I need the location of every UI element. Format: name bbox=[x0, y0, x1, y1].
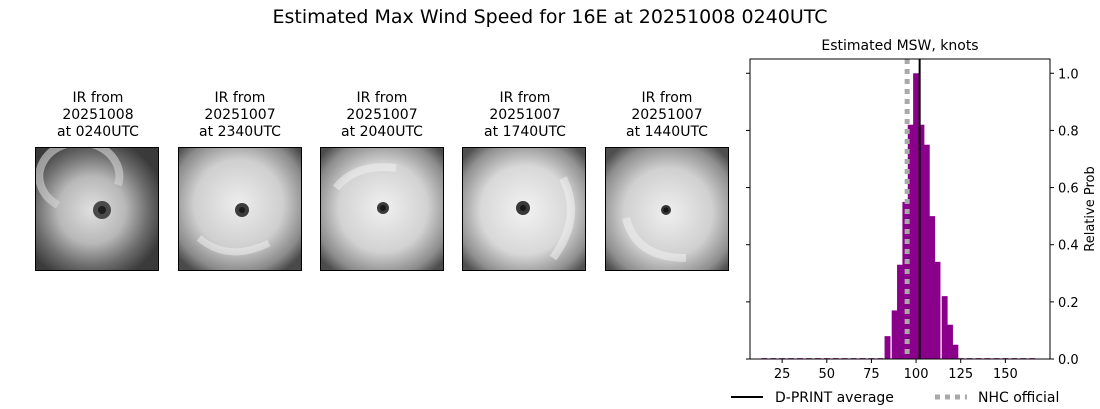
y-tick-label: 0.2 bbox=[1058, 296, 1079, 311]
ir-satellite-image-2 bbox=[178, 147, 302, 271]
histogram-bar-23 bbox=[934, 261, 941, 359]
histogram-bar-19 bbox=[913, 73, 920, 360]
x-tick-label: 25 bbox=[774, 367, 791, 382]
histogram-bar-24 bbox=[941, 296, 948, 359]
ir-satellite-image-1 bbox=[35, 147, 159, 271]
histogram-bar-16 bbox=[897, 264, 903, 359]
histogram-bar-20 bbox=[918, 124, 925, 359]
figure-title: Estimated Max Wind Speed for 16E at 2025… bbox=[272, 6, 828, 28]
x-tick-label: 50 bbox=[819, 367, 836, 382]
x-tick-label: 150 bbox=[993, 367, 1018, 382]
histogram-bar-15 bbox=[891, 310, 898, 359]
legend-dprint-label: D-PRINT average bbox=[775, 390, 894, 406]
histogram-bar-25 bbox=[947, 324, 953, 359]
ir-satellite-image-3 bbox=[320, 147, 444, 271]
x-tick-label: 125 bbox=[948, 367, 973, 382]
histogram-bar-18 bbox=[907, 124, 914, 359]
ir-satellite-image-4 bbox=[462, 147, 586, 271]
x-axis: 25 50 75 100 125 150 bbox=[774, 359, 1018, 382]
y-tick-label: 0.0 bbox=[1058, 353, 1079, 368]
ir-satellite-image-5 bbox=[605, 147, 729, 271]
ir-panel-5-caption: IR from 20251007 at 1440UTC bbox=[626, 90, 708, 140]
y-tick-label: 0.8 bbox=[1058, 124, 1079, 139]
histogram-bar-22 bbox=[929, 216, 936, 359]
y-axis-label: Relative Prob bbox=[1083, 166, 1098, 251]
histogram-bar-14 bbox=[884, 336, 891, 359]
bars-layer bbox=[761, 73, 1036, 360]
chart-title: Estimated MSW, knots bbox=[821, 38, 978, 54]
ir-panel-2-caption: IR from 20251007 at 2340UTC bbox=[199, 90, 281, 140]
histogram-bar-21 bbox=[923, 144, 930, 359]
legend-nhc-label: NHC official bbox=[978, 390, 1059, 406]
ir-panel-4-caption: IR from 20251007 at 1740UTC bbox=[484, 90, 566, 140]
x-tick-label: 100 bbox=[904, 367, 929, 382]
ir-panel-1-caption: IR from 20251008 at 0240UTC bbox=[57, 90, 139, 140]
x-tick-label: 75 bbox=[863, 367, 880, 382]
y-tick-label: 0.6 bbox=[1058, 182, 1079, 197]
y-tick-label: 1.0 bbox=[1058, 67, 1079, 82]
y-tick-label: 0.4 bbox=[1058, 239, 1079, 254]
y-axis-right: 0.0 0.2 0.4 0.6 0.8 1.0 bbox=[746, 67, 1079, 368]
ir-panel-3-caption: IR from 20251007 at 2040UTC bbox=[341, 90, 423, 140]
reference-lines-layer bbox=[904, 59, 921, 359]
histogram-bar-26 bbox=[952, 344, 959, 359]
legend: D-PRINT average NHC official bbox=[731, 390, 1059, 406]
plot-frame bbox=[749, 58, 1051, 360]
